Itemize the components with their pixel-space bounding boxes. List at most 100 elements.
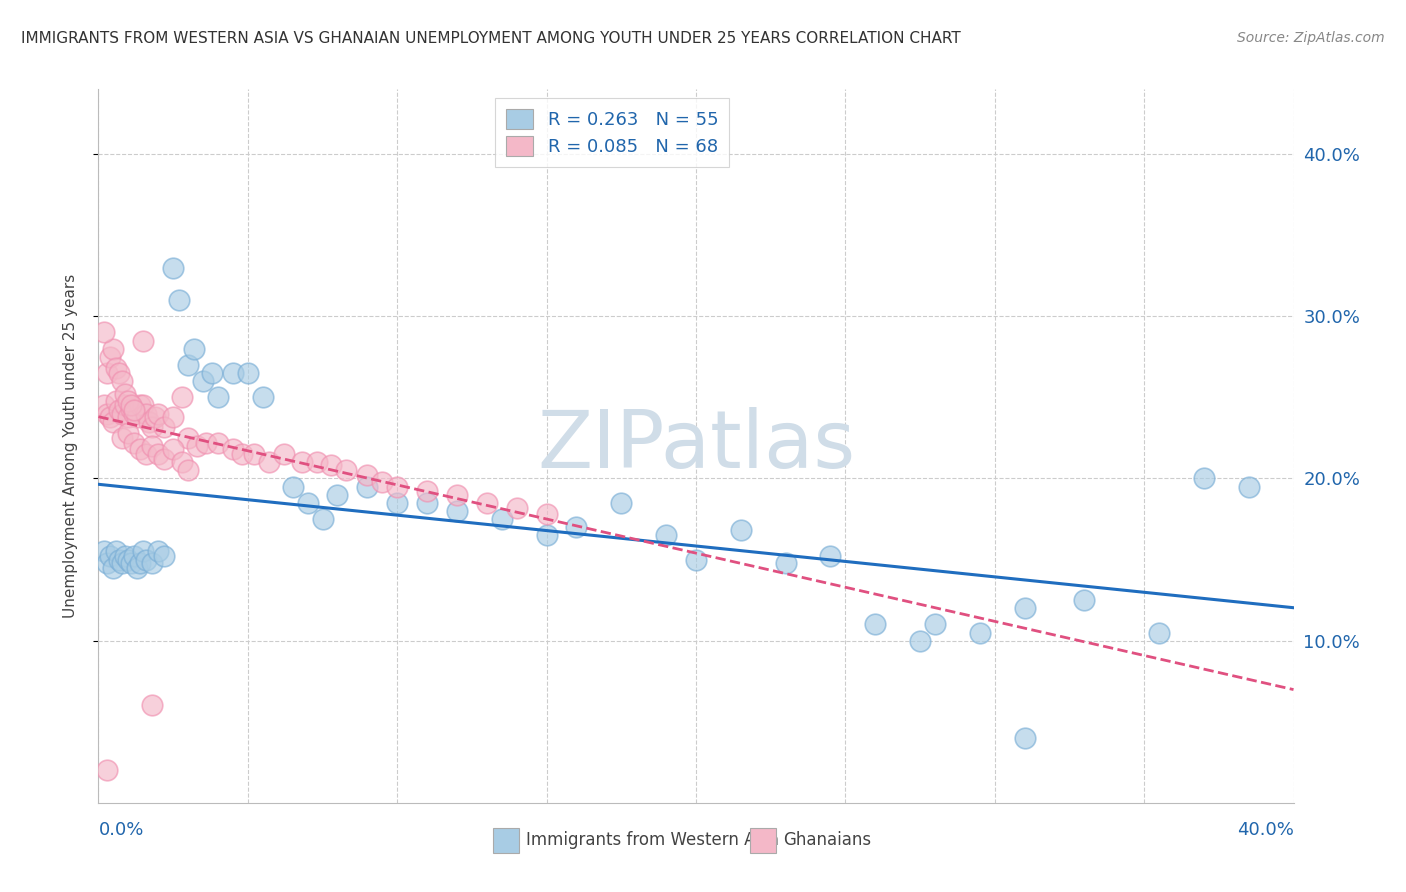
Point xyxy=(969,625,991,640)
Point xyxy=(120,401,142,416)
Point xyxy=(129,556,152,570)
Point xyxy=(506,500,529,515)
Point xyxy=(141,698,163,713)
Point xyxy=(491,512,513,526)
Point xyxy=(93,544,115,558)
Point xyxy=(96,407,118,421)
Point xyxy=(141,419,163,434)
Point xyxy=(98,409,122,424)
Point xyxy=(236,366,259,380)
Point xyxy=(129,442,152,457)
Point xyxy=(141,439,163,453)
Point xyxy=(321,458,343,473)
Y-axis label: Unemployment Among Youth under 25 years: Unemployment Among Youth under 25 years xyxy=(63,274,77,618)
Point xyxy=(281,479,304,493)
Point xyxy=(201,366,224,380)
Point xyxy=(93,326,115,340)
Point xyxy=(820,549,842,564)
Point xyxy=(105,361,128,376)
Point xyxy=(132,544,155,558)
Point xyxy=(775,556,797,570)
Point xyxy=(143,409,166,424)
Point xyxy=(148,407,170,421)
Point xyxy=(138,415,160,429)
Point xyxy=(536,507,558,521)
Point xyxy=(96,556,118,570)
Point xyxy=(127,409,149,424)
Point xyxy=(536,528,558,542)
Point xyxy=(1237,479,1260,493)
Point xyxy=(132,399,155,413)
Point xyxy=(124,549,146,564)
Point xyxy=(191,374,214,388)
Point xyxy=(177,463,200,477)
Point xyxy=(222,442,245,457)
Point xyxy=(120,556,142,570)
Legend: R = 0.263   N = 55, R = 0.085   N = 68: R = 0.263 N = 55, R = 0.085 N = 68 xyxy=(495,98,730,167)
Point xyxy=(153,419,176,434)
Point xyxy=(305,455,328,469)
Point xyxy=(111,407,134,421)
Point xyxy=(207,435,229,450)
Point xyxy=(162,409,184,424)
Point xyxy=(124,435,146,450)
Point xyxy=(114,399,136,413)
Bar xyxy=(494,828,519,853)
Text: Immigrants from Western Asia: Immigrants from Western Asia xyxy=(526,831,779,849)
Point xyxy=(153,452,176,467)
Point xyxy=(908,633,931,648)
Point xyxy=(356,468,378,483)
Point xyxy=(124,403,146,417)
Point xyxy=(167,293,190,307)
Point xyxy=(610,496,633,510)
Point xyxy=(132,334,155,348)
Point xyxy=(108,366,131,380)
Point xyxy=(93,399,115,413)
Point xyxy=(207,390,229,404)
Point xyxy=(111,374,134,388)
Point xyxy=(135,447,157,461)
Point xyxy=(685,552,707,566)
Point xyxy=(103,415,125,429)
Point xyxy=(96,366,118,380)
Point xyxy=(108,403,131,417)
Point xyxy=(1014,601,1036,615)
Point xyxy=(129,399,152,413)
Point xyxy=(141,556,163,570)
Point xyxy=(111,431,134,445)
Text: IMMIGRANTS FROM WESTERN ASIA VS GHANAIAN UNEMPLOYMENT AMONG YOUTH UNDER 25 YEARS: IMMIGRANTS FROM WESTERN ASIA VS GHANAIAN… xyxy=(21,31,960,46)
Point xyxy=(103,342,125,356)
Point xyxy=(475,496,498,510)
Point xyxy=(565,520,588,534)
Point xyxy=(177,431,200,445)
Point xyxy=(335,463,357,477)
Point xyxy=(222,366,245,380)
Point xyxy=(252,390,274,404)
Point xyxy=(135,552,157,566)
Point xyxy=(120,399,142,413)
Point xyxy=(1073,593,1095,607)
Point xyxy=(1014,731,1036,745)
Point xyxy=(124,407,146,421)
Point xyxy=(371,475,394,489)
Text: ZIPatlas: ZIPatlas xyxy=(537,407,855,485)
Text: 40.0%: 40.0% xyxy=(1237,821,1294,838)
Point xyxy=(385,479,409,493)
Point xyxy=(730,524,752,538)
Point xyxy=(117,425,139,440)
Point xyxy=(153,549,176,564)
Point xyxy=(1147,625,1170,640)
Point xyxy=(177,358,200,372)
Point xyxy=(108,552,131,566)
Point xyxy=(172,455,194,469)
Point xyxy=(105,544,128,558)
Text: Ghanaians: Ghanaians xyxy=(783,831,872,849)
Point xyxy=(186,439,208,453)
Point xyxy=(117,393,139,408)
Text: Source: ZipAtlas.com: Source: ZipAtlas.com xyxy=(1237,31,1385,45)
Point xyxy=(865,617,887,632)
Point xyxy=(243,447,266,461)
Point xyxy=(162,260,184,275)
Point xyxy=(273,447,295,461)
Point xyxy=(416,484,439,499)
